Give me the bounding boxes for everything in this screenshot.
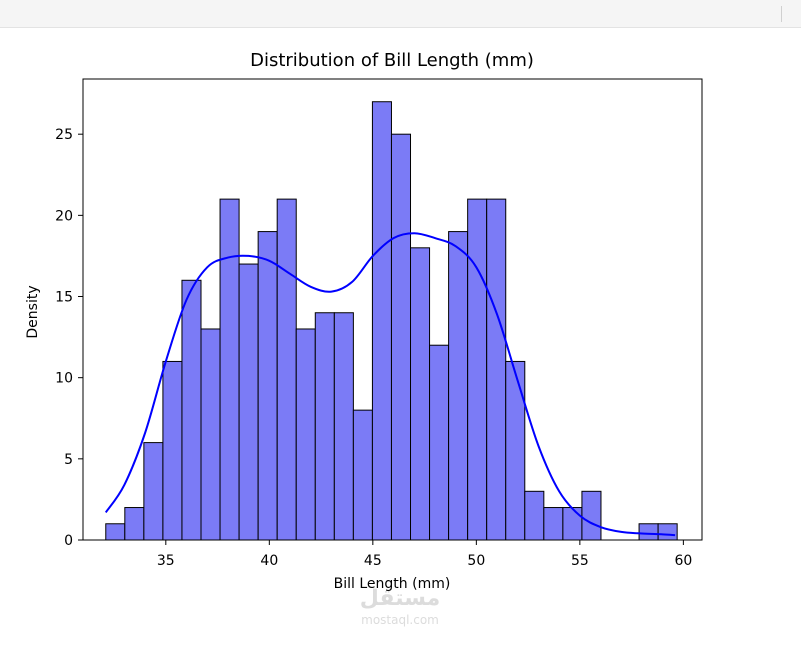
histogram-bar bbox=[543, 507, 564, 541]
watermark-logo: مستقل bbox=[359, 586, 441, 611]
histogram-bar bbox=[162, 360, 183, 541]
histogram-bar bbox=[333, 312, 354, 541]
y-tick-label: 20 bbox=[55, 208, 73, 224]
histogram-bar bbox=[314, 312, 335, 541]
x-tick-label: 40 bbox=[260, 553, 278, 569]
x-tick-label: 45 bbox=[364, 553, 382, 569]
x-tick-label: 35 bbox=[157, 553, 175, 569]
x-tick-label: 50 bbox=[467, 553, 485, 569]
y-tick-label: 0 bbox=[64, 533, 73, 549]
y-tick-label: 15 bbox=[55, 290, 73, 306]
bars-layer bbox=[105, 101, 678, 541]
y-ticks: 0 5 10 15 20 25 bbox=[55, 127, 83, 549]
histogram-bar bbox=[200, 328, 221, 541]
histogram-bar bbox=[410, 247, 431, 541]
toolbar-divider bbox=[781, 6, 782, 22]
histogram-bar bbox=[638, 523, 659, 541]
y-axis-label: Density bbox=[25, 285, 41, 338]
kde-line bbox=[104, 232, 676, 537]
watermark-url: mostaql.com bbox=[361, 613, 439, 627]
histogram-bar bbox=[276, 198, 297, 541]
histogram-bar bbox=[124, 507, 145, 541]
watermark: مستقل mostaql.com bbox=[330, 586, 470, 628]
histogram-bar bbox=[467, 198, 488, 541]
histogram-bar bbox=[562, 507, 583, 541]
y-tick-label: 25 bbox=[55, 127, 73, 143]
histogram-bar bbox=[371, 101, 392, 541]
histogram-bar bbox=[238, 263, 259, 541]
histogram-bar bbox=[295, 328, 316, 541]
x-tick-label: 60 bbox=[674, 553, 692, 569]
histogram-bar bbox=[143, 442, 164, 541]
histogram-bar bbox=[505, 360, 526, 541]
y-tick-label: 10 bbox=[55, 371, 73, 387]
histogram-bar bbox=[486, 198, 507, 541]
histogram-bar bbox=[257, 231, 278, 541]
x-ticks: 35 40 45 50 55 60 bbox=[157, 540, 692, 569]
histogram-bar bbox=[181, 279, 202, 541]
histogram-bar bbox=[429, 344, 450, 541]
histogram-bar bbox=[105, 523, 126, 541]
histogram-bar bbox=[219, 198, 240, 541]
axes-frame bbox=[82, 78, 703, 541]
chart-title: Distribution of Bill Length (mm) bbox=[250, 50, 534, 71]
histogram-bar bbox=[390, 133, 412, 541]
histogram-bar bbox=[524, 490, 545, 541]
histogram-bar bbox=[352, 409, 373, 541]
histogram-bar bbox=[581, 490, 602, 541]
histogram-bar bbox=[657, 523, 678, 541]
x-axis-label: Bill Length (mm) bbox=[334, 576, 451, 592]
browser-toolbar bbox=[0, 0, 801, 28]
x-tick-label: 55 bbox=[571, 553, 589, 569]
histogram-bar bbox=[448, 231, 469, 541]
y-tick-label: 5 bbox=[64, 452, 73, 468]
